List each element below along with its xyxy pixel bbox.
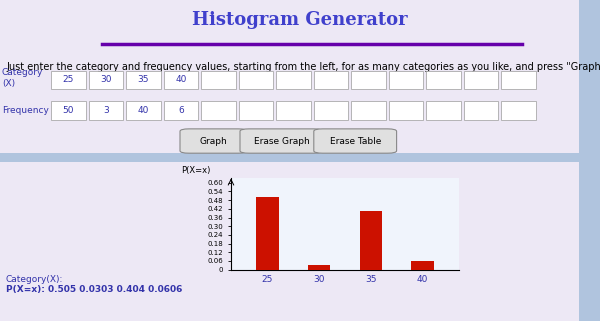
Bar (412, 261, 434, 270)
FancyBboxPatch shape (180, 129, 247, 153)
FancyBboxPatch shape (126, 101, 161, 120)
FancyBboxPatch shape (464, 101, 499, 120)
FancyBboxPatch shape (239, 71, 274, 89)
Text: P(X=x): P(X=x) (181, 166, 210, 175)
FancyBboxPatch shape (89, 71, 124, 89)
Bar (0, 153, 579, 162)
FancyBboxPatch shape (276, 101, 311, 120)
FancyBboxPatch shape (89, 101, 124, 120)
FancyBboxPatch shape (51, 101, 86, 120)
Bar (579, 162, 600, 321)
Text: 35: 35 (365, 275, 377, 284)
FancyBboxPatch shape (201, 101, 236, 120)
Bar (579, 0, 600, 162)
FancyBboxPatch shape (314, 129, 397, 153)
Text: P(X=x): 0.505 0.0303 0.404 0.0606: P(X=x): 0.505 0.0303 0.404 0.0606 (6, 285, 182, 294)
FancyBboxPatch shape (276, 71, 311, 89)
Text: 25: 25 (262, 275, 273, 284)
FancyBboxPatch shape (389, 71, 424, 89)
Text: 40: 40 (138, 106, 149, 115)
FancyBboxPatch shape (201, 71, 236, 89)
FancyBboxPatch shape (163, 71, 198, 89)
FancyBboxPatch shape (314, 101, 348, 120)
FancyBboxPatch shape (240, 129, 323, 153)
Text: 40: 40 (175, 75, 187, 84)
Text: 30: 30 (100, 75, 112, 84)
Text: 50: 50 (62, 106, 74, 115)
Text: 6: 6 (178, 106, 184, 115)
FancyBboxPatch shape (51, 71, 86, 89)
Text: Histogram Generator: Histogram Generator (192, 11, 408, 29)
Text: Erase Table: Erase Table (329, 136, 381, 145)
FancyBboxPatch shape (351, 71, 386, 89)
Text: Frequency: Frequency (2, 106, 49, 115)
Text: Graph: Graph (200, 136, 227, 145)
FancyBboxPatch shape (163, 101, 198, 120)
Text: Erase Graph: Erase Graph (254, 136, 309, 145)
Bar (308, 265, 331, 270)
FancyBboxPatch shape (314, 71, 348, 89)
FancyBboxPatch shape (389, 101, 424, 120)
FancyBboxPatch shape (126, 71, 161, 89)
Bar (256, 196, 278, 270)
Bar (359, 211, 382, 270)
FancyBboxPatch shape (501, 71, 536, 89)
Text: 3: 3 (103, 106, 109, 115)
Text: Just enter the category and frequency values, starting from the left, for as man: Just enter the category and frequency va… (6, 62, 600, 72)
Text: 35: 35 (137, 75, 149, 84)
FancyBboxPatch shape (464, 71, 499, 89)
FancyBboxPatch shape (426, 71, 461, 89)
Text: 40: 40 (417, 275, 428, 284)
Text: 30: 30 (313, 275, 325, 284)
FancyBboxPatch shape (426, 101, 461, 120)
Text: Category
(X): Category (X) (2, 68, 43, 88)
Text: 25: 25 (63, 75, 74, 84)
FancyBboxPatch shape (351, 101, 386, 120)
FancyBboxPatch shape (239, 101, 274, 120)
Text: Category(X):: Category(X): (6, 275, 63, 284)
FancyBboxPatch shape (501, 101, 536, 120)
